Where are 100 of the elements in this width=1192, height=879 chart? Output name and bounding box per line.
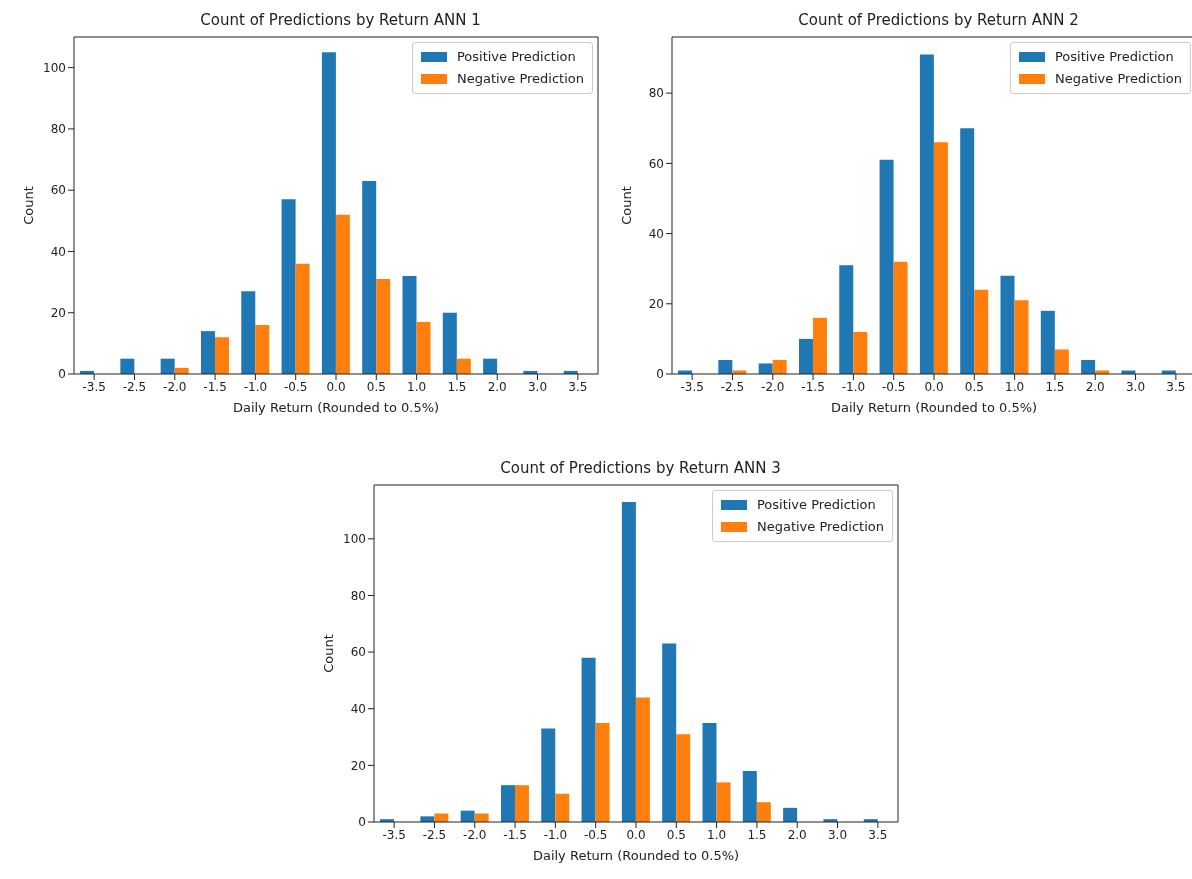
x-tick-label: -1.5: [801, 379, 825, 394]
legend-label: Negative Prediction: [1054, 70, 1182, 88]
x-tick-label: -0.5: [283, 379, 308, 394]
bar: [483, 358, 498, 374]
x-tick-label: 0.0: [924, 379, 944, 394]
bar: [581, 657, 596, 822]
bar: [200, 331, 215, 374]
y-tick-label: 80: [350, 588, 366, 603]
x-tick-label: -0.5: [881, 379, 906, 394]
bar: [1014, 300, 1029, 374]
bar: [716, 782, 731, 822]
bar: [442, 312, 457, 374]
y-tick-label: 60: [648, 156, 664, 171]
x-tick-label: 0.5: [666, 827, 686, 842]
y-axis-title: Count: [20, 186, 36, 225]
bar: [621, 501, 636, 822]
bar: [281, 199, 296, 374]
bar: [1054, 349, 1069, 374]
bar: [960, 128, 975, 374]
bar: [853, 331, 868, 374]
y-tick-label: 40: [350, 701, 366, 716]
legend-label: Negative Prediction: [456, 70, 584, 88]
bar: [376, 279, 391, 374]
x-tick-label: -3.5: [680, 379, 704, 394]
y-tick-label: 80: [648, 86, 664, 101]
x-tick-label: 1.0: [407, 379, 427, 394]
y-tick-label: 20: [350, 758, 366, 773]
bar: [798, 338, 813, 374]
legend-label: Positive Prediction: [756, 496, 876, 514]
x-tick-label: 0.5: [366, 379, 386, 394]
x-tick-label: 0.0: [326, 379, 346, 394]
bar: [214, 337, 229, 374]
bar: [662, 643, 677, 822]
legend-label: Positive Prediction: [456, 48, 576, 66]
x-axis-title: Daily Return (Rounded to 0.5%): [532, 848, 740, 863]
bar: [241, 291, 256, 374]
x-tick-label: 1.5: [747, 827, 767, 842]
y-tick-label: 80: [50, 122, 66, 137]
bar: [635, 697, 650, 822]
bar: [812, 317, 827, 374]
bar: [758, 363, 773, 374]
x-tick-label: -1.0: [543, 827, 568, 842]
x-tick-label: -2.0: [761, 379, 785, 394]
y-tick-label: 60: [350, 645, 366, 660]
x-tick-label: -2.5: [122, 379, 147, 394]
bar: [756, 802, 771, 822]
x-tick-label: 2.0: [487, 379, 507, 394]
bar: [879, 159, 894, 374]
y-tick-label: 20: [50, 305, 66, 320]
x-tick-label: 1.0: [707, 827, 727, 842]
bar: [742, 771, 757, 822]
x-tick-label: 3.0: [1125, 379, 1146, 394]
x-tick-label: 2.0: [787, 827, 807, 842]
x-tick-label: 2.0: [1085, 379, 1105, 394]
x-tick-label: -1.0: [243, 379, 268, 394]
bar: [718, 359, 733, 374]
x-axis-title: Daily Return (Rounded to 0.5%): [232, 400, 440, 415]
y-tick-label: 0: [358, 815, 366, 830]
x-tick-label: 0.5: [964, 379, 984, 394]
bar: [255, 324, 270, 374]
x-tick-label: -2.5: [720, 379, 745, 394]
x-tick-label: -3.5: [82, 379, 106, 394]
y-tick-label: 100: [343, 532, 366, 547]
bar: [541, 728, 556, 822]
x-tick-label: -2.5: [422, 827, 447, 842]
y-tick-label: 0: [656, 367, 664, 382]
x-tick-label: -2.0: [163, 379, 187, 394]
x-tick-label: -3.5: [382, 827, 406, 842]
bar: [120, 358, 135, 374]
x-tick-label: -1.5: [503, 827, 527, 842]
y-tick-label: 40: [648, 226, 664, 241]
bar: [514, 785, 529, 822]
bar: [919, 54, 934, 374]
x-tick-label: 3.5: [868, 827, 888, 842]
bar: [1081, 359, 1096, 374]
y-tick-label: 20: [648, 297, 664, 312]
x-tick-label: -1.0: [841, 379, 866, 394]
bar: [933, 142, 948, 374]
bar: [1040, 310, 1055, 374]
bar: [772, 359, 787, 374]
x-tick-label: -2.0: [463, 827, 487, 842]
bar: [783, 807, 798, 822]
bar: [555, 793, 570, 822]
y-tick-label: 100: [43, 60, 66, 75]
x-tick-label: 0.0: [626, 827, 646, 842]
bar: [702, 722, 717, 822]
bar: [335, 214, 350, 374]
chart-title: Count of Predictions by Return ANN 2: [797, 10, 1080, 31]
legend-label: Negative Prediction: [756, 518, 884, 536]
legend-label: Positive Prediction: [1054, 48, 1174, 66]
bar: [456, 358, 471, 374]
bar: [974, 289, 989, 374]
bar: [362, 180, 377, 374]
x-tick-label: 1.0: [1005, 379, 1025, 394]
x-tick-label: -1.5: [203, 379, 227, 394]
y-axis-title: Count: [320, 634, 336, 673]
y-tick-label: 60: [50, 183, 66, 198]
chart-title: Count of Predictions by Return ANN 3: [499, 458, 782, 479]
bar: [416, 321, 431, 374]
chart-title: Count of Predictions by Return ANN 1: [199, 10, 482, 31]
